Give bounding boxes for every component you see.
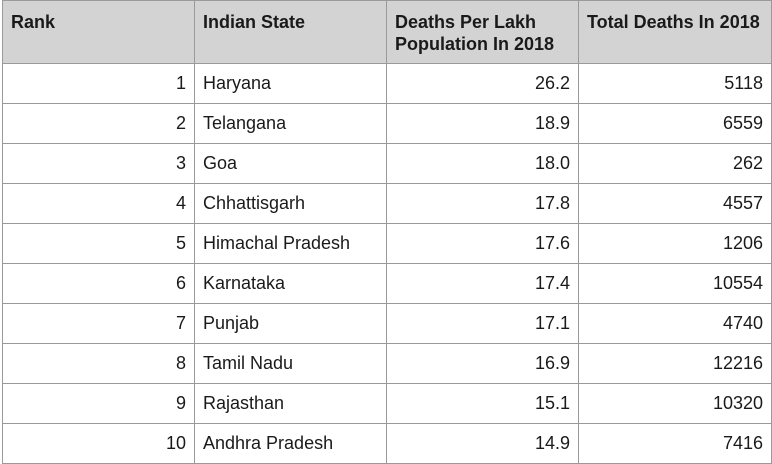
table-row: 4 Chhattisgarh 17.8 4557: [2, 183, 772, 224]
total-deaths-cell: 4557: [578, 183, 772, 224]
total-deaths-cell: 5118: [578, 63, 772, 104]
deaths-per-lakh-cell: 18.9: [386, 103, 579, 144]
deaths-per-lakh-cell: 17.4: [386, 263, 579, 304]
table-row: 9 Rajasthan 15.1 10320: [2, 383, 772, 424]
deaths-per-lakh-cell: 14.9: [386, 423, 579, 464]
table-body: 1 Haryana 26.2 5118 2 Telangana 18.9 655…: [2, 63, 772, 464]
state-cell: Haryana: [194, 63, 387, 104]
deaths-per-lakh-cell: 17.8: [386, 183, 579, 224]
state-cell: Goa: [194, 143, 387, 184]
total-deaths-cell: 1206: [578, 223, 772, 264]
rank-cell: 10: [2, 423, 195, 464]
header-total-deaths: Total Deaths In 2018: [578, 0, 772, 64]
state-cell: Andhra Pradesh: [194, 423, 387, 464]
total-deaths-cell: 7416: [578, 423, 772, 464]
table-row: 10 Andhra Pradesh 14.9 7416: [2, 423, 772, 464]
state-cell: Chhattisgarh: [194, 183, 387, 224]
deaths-per-lakh-cell: 17.1: [386, 303, 579, 344]
state-cell: Himachal Pradesh: [194, 223, 387, 264]
total-deaths-cell: 4740: [578, 303, 772, 344]
header-deaths-per-lakh: Deaths Per Lakh Population In 2018: [386, 0, 579, 64]
header-rank: Rank: [2, 0, 195, 64]
table-row: 8 Tamil Nadu 16.9 12216: [2, 343, 772, 384]
rank-cell: 7: [2, 303, 195, 344]
deaths-per-lakh-cell: 26.2: [386, 63, 579, 104]
rank-cell: 2: [2, 103, 195, 144]
table-row: 1 Haryana 26.2 5118: [2, 63, 772, 104]
table-header: Rank Indian State Deaths Per Lakh Popula…: [2, 0, 772, 64]
header-row: Rank Indian State Deaths Per Lakh Popula…: [2, 0, 772, 64]
deaths-per-lakh-cell: 17.6: [386, 223, 579, 264]
table-row: 2 Telangana 18.9 6559: [2, 103, 772, 144]
table-row: 5 Himachal Pradesh 17.6 1206: [2, 223, 772, 264]
total-deaths-cell: 10320: [578, 383, 772, 424]
header-state: Indian State: [194, 0, 387, 64]
rank-cell: 9: [2, 383, 195, 424]
rank-cell: 4: [2, 183, 195, 224]
deaths-per-lakh-cell: 15.1: [386, 383, 579, 424]
deaths-per-lakh-cell: 16.9: [386, 343, 579, 384]
total-deaths-cell: 10554: [578, 263, 772, 304]
state-cell: Telangana: [194, 103, 387, 144]
rank-cell: 8: [2, 343, 195, 384]
total-deaths-cell: 12216: [578, 343, 772, 384]
deaths-per-lakh-cell: 18.0: [386, 143, 579, 184]
rank-cell: 1: [2, 63, 195, 104]
table-row: 6 Karnataka 17.4 10554: [2, 263, 772, 304]
rank-cell: 3: [2, 143, 195, 184]
rank-cell: 5: [2, 223, 195, 264]
state-cell: Karnataka: [194, 263, 387, 304]
state-cell: Tamil Nadu: [194, 343, 387, 384]
total-deaths-cell: 262: [578, 143, 772, 184]
table-row: 7 Punjab 17.1 4740: [2, 303, 772, 344]
rank-cell: 6: [2, 263, 195, 304]
table-row: 3 Goa 18.0 262: [2, 143, 772, 184]
total-deaths-cell: 6559: [578, 103, 772, 144]
state-cell: Punjab: [194, 303, 387, 344]
state-cell: Rajasthan: [194, 383, 387, 424]
